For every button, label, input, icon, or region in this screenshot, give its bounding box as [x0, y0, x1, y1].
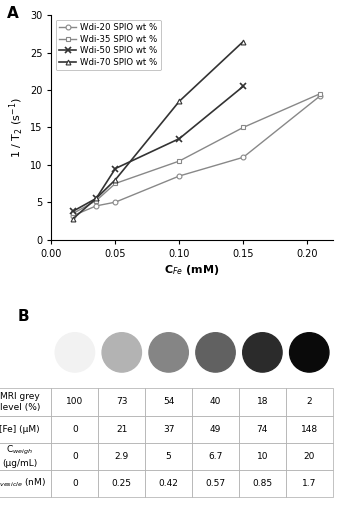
Wdi-35 SPIO wt % — [177, 158, 181, 164]
Wdi-20 SPIO wt % — [94, 203, 98, 209]
Line: Wdi-70 SPIO wt %: Wdi-70 SPIO wt % — [71, 39, 246, 221]
Text: B: B — [18, 309, 29, 324]
Wdi-20 SPIO wt % — [241, 154, 245, 160]
Line: Wdi-35 SPIO wt %: Wdi-35 SPIO wt % — [71, 91, 322, 216]
Wdi-20 SPIO wt % — [177, 173, 181, 179]
Y-axis label: 1 / T$_2$ (s$^{-1}$): 1 / T$_2$ (s$^{-1}$) — [8, 97, 26, 158]
Wdi-50 SPIO wt % — [177, 136, 181, 142]
Wdi-70 SPIO wt % — [177, 98, 181, 104]
Wdi-35 SPIO wt % — [94, 198, 98, 204]
Wdi-20 SPIO wt % — [318, 93, 322, 99]
Line: Wdi-50 SPIO wt %: Wdi-50 SPIO wt % — [70, 83, 246, 214]
Wdi-35 SPIO wt % — [318, 91, 322, 97]
Legend: Wdi-20 SPIO wt %, Wdi-35 SPIO wt %, Wdi-50 SPIO wt %, Wdi-70 SPIO wt %: Wdi-20 SPIO wt %, Wdi-35 SPIO wt %, Wdi-… — [56, 19, 161, 70]
Wdi-70 SPIO wt % — [113, 177, 117, 183]
Wdi-20 SPIO wt % — [71, 212, 75, 219]
Wdi-70 SPIO wt % — [241, 38, 245, 45]
Wdi-35 SPIO wt % — [113, 180, 117, 186]
Wdi-50 SPIO wt % — [113, 165, 117, 172]
Wdi-50 SPIO wt % — [71, 208, 75, 214]
Wdi-50 SPIO wt % — [94, 196, 98, 202]
Wdi-50 SPIO wt % — [241, 83, 245, 90]
Line: Wdi-20 SPIO wt %: Wdi-20 SPIO wt % — [71, 94, 322, 218]
Wdi-70 SPIO wt % — [71, 216, 75, 222]
Wdi-35 SPIO wt % — [241, 124, 245, 131]
X-axis label: C$_{Fe}$ (mM): C$_{Fe}$ (mM) — [164, 263, 220, 276]
Wdi-70 SPIO wt % — [94, 196, 98, 202]
Text: A: A — [7, 6, 18, 22]
Wdi-35 SPIO wt % — [71, 210, 75, 217]
Wdi-20 SPIO wt % — [113, 199, 117, 205]
